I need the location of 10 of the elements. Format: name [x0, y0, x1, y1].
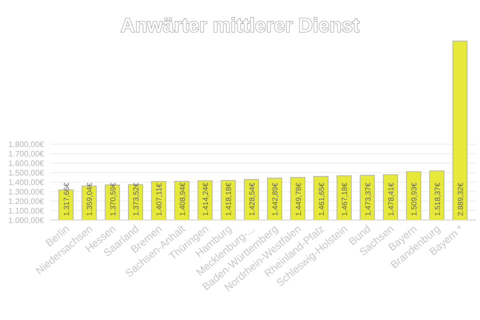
y-tick-label: 1.700,00€ [8, 149, 45, 158]
y-tick-label: 1.300,00€ [8, 187, 45, 196]
y-tick-label: 1.200,00€ [8, 196, 45, 206]
y-tick-label: 1.100,00€ [8, 206, 45, 216]
y-tick-label: 1.800,00€ [8, 140, 45, 150]
chart-title: Anwärter mittlerer Dienst [120, 15, 360, 37]
y-tick-label: 1.000,00€ [8, 216, 45, 225]
y-tick-label: 1.400,00€ [8, 178, 45, 187]
y-tick-label: 1.500,00€ [8, 168, 45, 178]
y-tick-label: 1.600,00€ [8, 158, 45, 168]
